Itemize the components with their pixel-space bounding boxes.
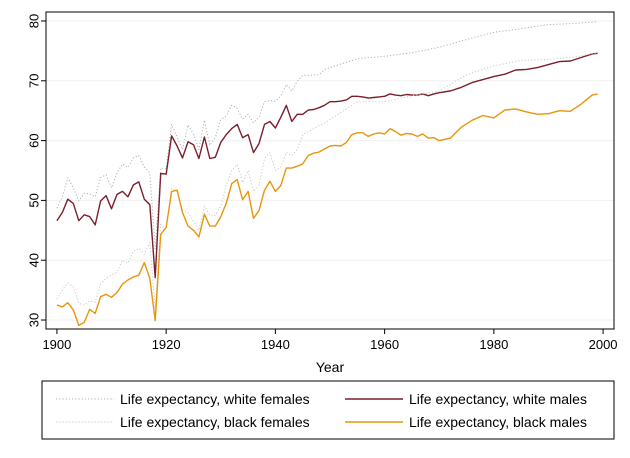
y-tick-label: 50 <box>27 193 42 207</box>
x-tick-label: 1960 <box>370 337 399 352</box>
x-tick-label: 1900 <box>42 337 71 352</box>
series-lines <box>56 21 598 327</box>
grid-lines <box>46 20 614 321</box>
legend: Life expectancy, white females Life expec… <box>41 380 615 440</box>
y-tick-label: 60 <box>27 133 42 147</box>
legend-label-1: Life expectancy, white females <box>120 391 310 407</box>
legend-label-4: Life expectancy, black males <box>409 414 587 430</box>
x-tick-label: 1980 <box>479 337 508 352</box>
series-line-3 <box>56 52 598 309</box>
series-line-2 <box>56 52 598 279</box>
y-tick-label: 80 <box>27 14 42 28</box>
y-tick-label: 70 <box>27 74 42 88</box>
x-tick-label: 2000 <box>589 337 618 352</box>
legend-box <box>41 380 615 440</box>
x-axis-title: Year <box>316 359 345 375</box>
y-tick-label: 40 <box>27 253 42 267</box>
axes: 1900 1920 1940 1960 1980 2000 30 40 50 60 70 80 <box>27 14 618 352</box>
plot-area <box>45 11 615 330</box>
x-tick-label: 1940 <box>261 337 290 352</box>
legend-label-3: Life expectancy, black females <box>120 414 310 430</box>
y-tick-label: 30 <box>27 313 42 327</box>
series-line-4 <box>56 93 598 327</box>
legend-label-2: Life expectancy, white males <box>409 391 587 407</box>
x-tick-label: 1920 <box>152 337 181 352</box>
